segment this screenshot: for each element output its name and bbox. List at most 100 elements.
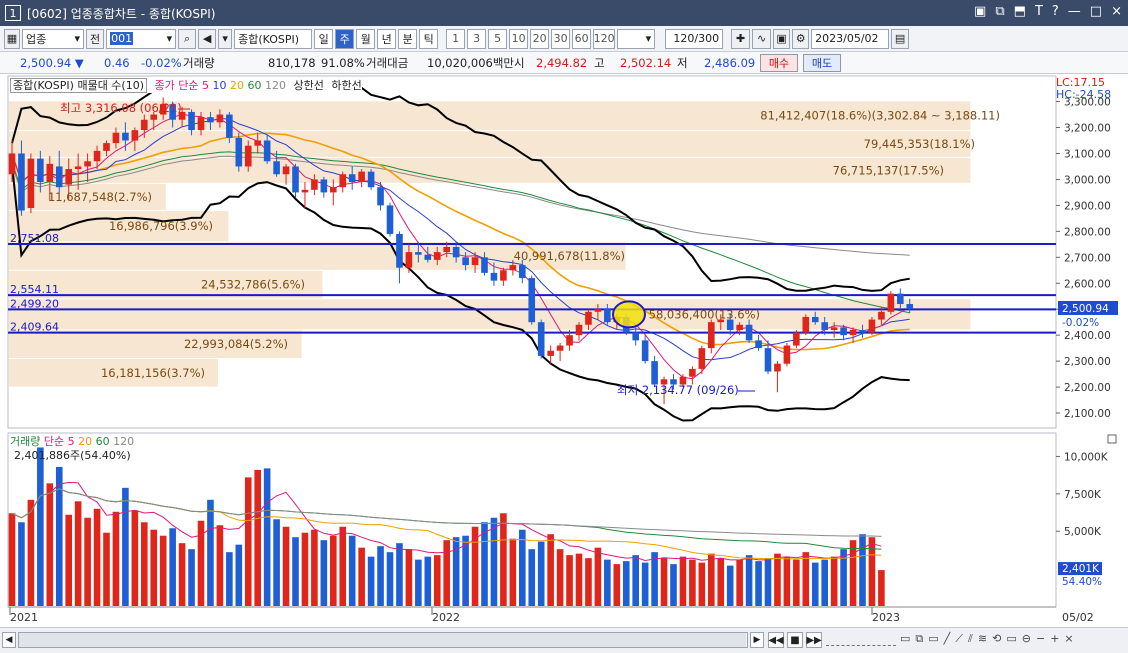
interval-60[interactable]: 60 xyxy=(572,28,592,49)
period-minute[interactable]: 분 xyxy=(398,28,418,49)
candle-body xyxy=(348,174,356,183)
code-input[interactable]: 001 ▾ xyxy=(106,28,177,49)
trend-line-icon[interactable]: ⟋ xyxy=(955,632,963,645)
vol-ma120-legend[interactable]: 120 xyxy=(113,435,135,448)
zoom-plus-icon[interactable]: + xyxy=(1050,632,1060,645)
calendar-icon[interactable]: ▤ xyxy=(891,28,910,49)
table-icon[interactable]: ▭ xyxy=(900,632,911,645)
x-axis-label: 2021 xyxy=(10,611,38,624)
ruler-icon[interactable]: ▭ xyxy=(928,632,939,645)
period-week[interactable]: 주 xyxy=(335,28,355,49)
y-axis-label: 2,200.00 xyxy=(1064,382,1111,394)
help-icon[interactable]: ? xyxy=(1051,4,1059,19)
channel-icon[interactable]: ⫽ xyxy=(968,632,973,645)
market-select[interactable]: 업종 ▾ xyxy=(22,28,84,49)
rewind-icon[interactable]: ◀◀ xyxy=(768,632,784,648)
interval-5[interactable]: 5 xyxy=(488,28,508,49)
candle-body xyxy=(859,329,866,333)
interval-3[interactable]: 3 xyxy=(467,28,487,49)
period-tick[interactable]: 틱 xyxy=(419,28,439,49)
candle-body xyxy=(745,324,753,341)
sell-button[interactable]: 매도 xyxy=(803,54,841,72)
interval-20[interactable]: 20 xyxy=(530,28,550,49)
vol-ma20-legend[interactable]: 20 xyxy=(78,435,93,448)
interval-10[interactable]: 10 xyxy=(509,28,529,49)
search-icon[interactable]: ⌕ xyxy=(178,28,197,49)
interval-select[interactable]: ▾ xyxy=(617,28,656,49)
scrollbar-thumb[interactable] xyxy=(19,633,746,647)
ma60-legend[interactable]: 60 xyxy=(247,79,262,92)
upper-band-legend[interactable]: 상한선 xyxy=(293,79,324,92)
period-year[interactable]: 년 xyxy=(377,28,397,49)
ma10-legend[interactable]: 10 xyxy=(212,79,227,92)
candle-body xyxy=(764,348,772,372)
price-volume-chart[interactable]: 2,751.08 2,554.112,499.20 2,409.64 81,412,… xyxy=(0,74,1128,627)
grid-icon[interactable]: ▦ xyxy=(4,28,20,49)
zoom-minus-icon[interactable]: − xyxy=(1035,632,1046,645)
volume-profile-label: 81,412,407(18.6%)(3,302.84 ~ 3,188.11) xyxy=(760,109,1000,123)
upper-band-line xyxy=(11,86,910,292)
date-field[interactable]: 2023/05/02 xyxy=(811,28,890,49)
maximize-icon[interactable]: □ xyxy=(1089,4,1103,19)
current-price: 2,500.94 ▼ xyxy=(20,55,84,70)
ma5-legend[interactable]: 5 xyxy=(202,79,209,92)
save-icon[interactable]: ▣ xyxy=(773,28,791,49)
stop-icon[interactable]: ■ xyxy=(787,632,803,648)
forward-icon[interactable]: ▶▶ xyxy=(806,632,822,648)
volume-bar xyxy=(235,544,243,606)
volume-profile-band xyxy=(9,299,971,330)
interval-30[interactable]: 30 xyxy=(551,28,571,49)
chevron-down-icon[interactable]: ▾ xyxy=(218,28,233,49)
ma20-legend[interactable]: 20 xyxy=(230,79,244,92)
volume-ma-legend-label[interactable]: 단순 xyxy=(43,435,65,448)
zoom-slider[interactable] xyxy=(826,634,896,646)
interval-120[interactable]: 120 xyxy=(593,28,616,49)
volume-legend: 거래량 단순 5 20 60 120 xyxy=(10,433,134,449)
chart-area[interactable]: 2,751.08 2,554.11 2,499.20 2,409.64 81,412,… xyxy=(0,74,1128,627)
compare-icon[interactable]: ⧉ xyxy=(915,632,924,645)
draw-line-icon[interactable]: ╱ xyxy=(943,632,951,645)
close-icon[interactable]: × xyxy=(1064,632,1074,645)
chart-scrollbar[interactable] xyxy=(18,632,748,648)
breakdown-highlight xyxy=(612,300,646,329)
volume-bar xyxy=(339,526,347,606)
candle-body xyxy=(84,161,91,167)
ma-legend-label[interactable]: 종가 단순 xyxy=(154,79,199,92)
vol-ma60-legend[interactable]: 60 xyxy=(95,435,110,448)
y-axis-label: 3,300.00 xyxy=(1064,97,1111,109)
volume-profile-legend[interactable]: 종합(KOSPI) 매물대 수(10) xyxy=(10,78,148,93)
data-count-field[interactable]: 120/300 xyxy=(665,28,724,49)
volume-bar xyxy=(131,510,139,606)
speaker-icon[interactable]: ◀ xyxy=(198,28,217,49)
indicator-icon[interactable]: ∿ xyxy=(752,28,772,49)
lower-band-legend[interactable]: 하한선 xyxy=(331,79,362,92)
fib-icon[interactable]: ≋ xyxy=(977,632,988,645)
ma120-legend[interactable]: 120 xyxy=(265,79,286,92)
buy-button[interactable]: 매수 xyxy=(760,54,798,72)
candle-body xyxy=(679,376,687,385)
candle-body xyxy=(178,111,186,120)
crosshair-icon[interactable]: ✚ xyxy=(731,28,751,49)
open-label: 시 xyxy=(514,55,525,70)
zoom-out-icon[interactable]: ⊖ xyxy=(1021,632,1031,645)
reset-icon[interactable]: ⟲ xyxy=(992,632,1002,645)
copy-window-icon[interactable]: ⧉ xyxy=(995,4,1005,19)
gear-icon[interactable]: ⚙ xyxy=(792,28,810,49)
link-icon[interactable]: ▣ xyxy=(974,4,987,19)
close-icon[interactable]: × xyxy=(1111,4,1122,19)
zoom-fit-icon[interactable]: ▭ xyxy=(1006,632,1017,645)
volume-profile-band xyxy=(9,270,323,299)
pin-icon[interactable]: T xyxy=(1034,4,1043,19)
scroll-right-icon[interactable]: ▶ xyxy=(750,632,764,648)
y-axis-label: 2,100.00 xyxy=(1064,408,1111,420)
volume-legend-title[interactable]: 거래량 xyxy=(10,435,41,448)
period-day[interactable]: 일 xyxy=(314,28,334,49)
scroll-left-icon[interactable]: ◀ xyxy=(2,632,16,648)
prev-button[interactable]: 전 xyxy=(86,28,105,49)
vol-ma5-legend[interactable]: 5 xyxy=(67,435,75,448)
minimize-icon[interactable]: — xyxy=(1067,4,1081,19)
interval-1[interactable]: 1 xyxy=(446,28,466,49)
candle-body xyxy=(197,117,205,131)
period-month[interactable]: 월 xyxy=(356,28,376,49)
layout-icon[interactable]: ⬒ xyxy=(1013,4,1026,19)
